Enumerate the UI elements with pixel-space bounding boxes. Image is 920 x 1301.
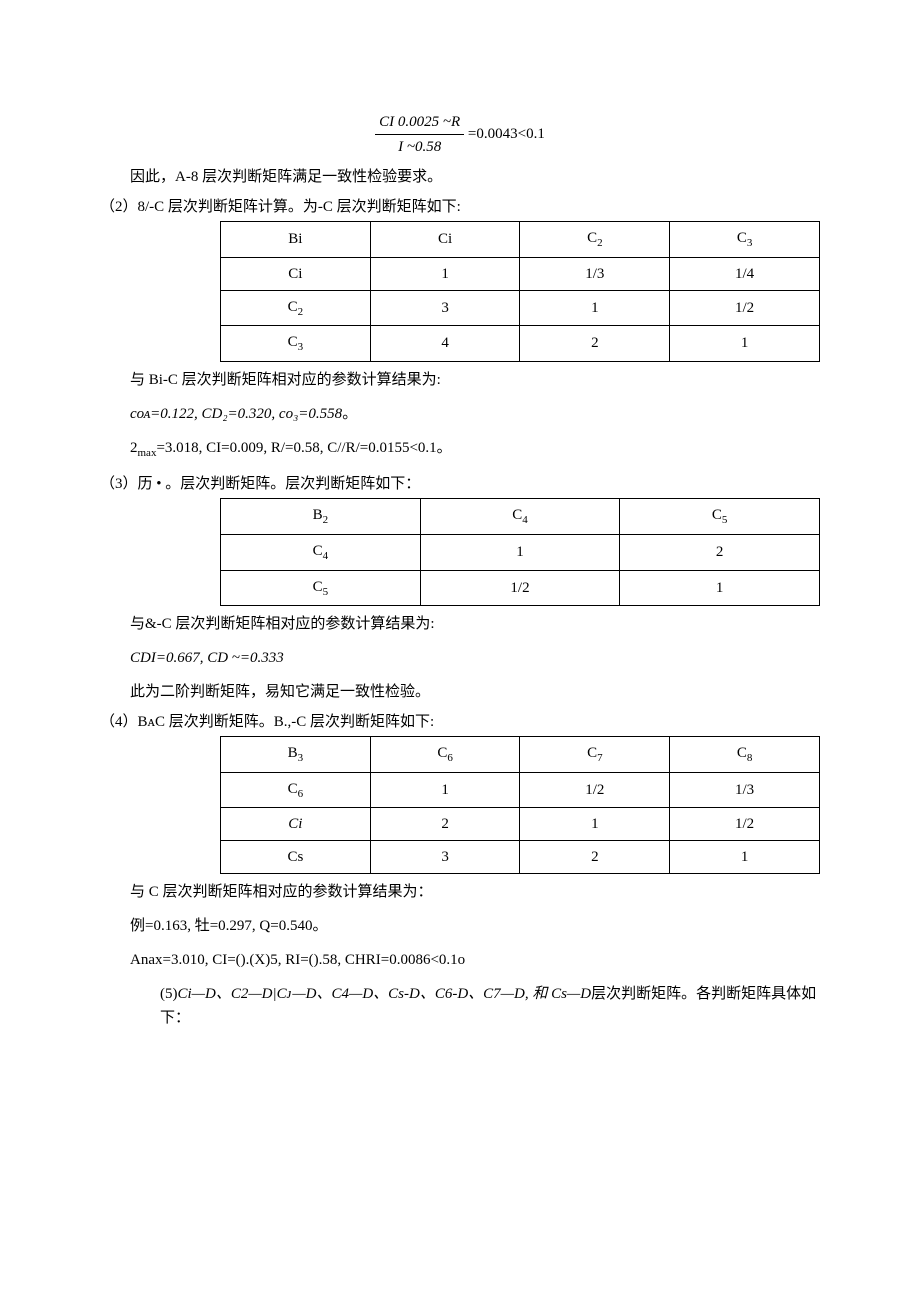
cell: 4: [370, 326, 520, 362]
cell: 3: [370, 290, 520, 326]
table-row: Cs 3 2 1: [221, 841, 820, 874]
section-4-title: （4）BᴀC 层次判断矩阵。B.,-C 层次判断矩阵如下:: [100, 710, 820, 734]
cell: 1/3: [670, 772, 820, 808]
cell: C7: [520, 737, 670, 773]
para-7: 此为二阶判断矩阵，易知它满足一致性检验。: [100, 680, 820, 704]
page-content: CI 0.0025 ~R I ~0.58 =0.0043<0.1 因此，A-8 …: [0, 0, 920, 1236]
cell: 1: [620, 570, 820, 606]
fraction: CI 0.0025 ~R I ~0.58: [375, 110, 464, 159]
table-row: C4 1 2: [221, 534, 820, 570]
section-2-title: （2）8/-C 层次判断矩阵计算。为-C 层次判断矩阵如下:: [100, 195, 820, 219]
section-3-title: （3）历 • 。层次判断矩阵。层次判断矩阵如下：: [100, 472, 820, 496]
cell: C5: [221, 570, 421, 606]
cell: 1/4: [670, 257, 820, 290]
fraction-denominator: I ~0.58: [375, 135, 464, 159]
cell: 2: [520, 841, 670, 874]
top-formula: CI 0.0025 ~R I ~0.58 =0.0043<0.1: [100, 110, 820, 159]
calc-line-2: 2max=3.018, CI=0.009, R/=0.58, C//R/=0.0…: [130, 436, 820, 463]
calc-line-5: Anax=3.010, CI=().(X)5, RI=().58, CHRI=0…: [130, 948, 820, 972]
cell: B3: [221, 737, 371, 773]
table-2: B2 C4 C5 C4 1 2 C5 1/2 1: [220, 498, 820, 606]
cell: 1: [370, 257, 520, 290]
calc-line-4: 例=0.163, 牡=0.297, Q=0.540。: [130, 914, 820, 938]
table-row: C2 3 1 1/2: [221, 290, 820, 326]
cell: C3: [221, 326, 371, 362]
cell: C6: [221, 772, 371, 808]
para-2: 与 Bi-C 层次判断矩阵相对应的参数计算结果为:: [100, 368, 820, 392]
fraction-numerator: CI 0.0025 ~R: [375, 110, 464, 135]
cell: 1: [370, 772, 520, 808]
section-5-title: (5)Ci—D、C2—D|Cᴊ—D、C4—D、Cs-D、C6-D、C7—D, 和…: [100, 982, 820, 1030]
table-row: B2 C4 C5: [221, 499, 820, 535]
cell: 1: [670, 326, 820, 362]
cell: C4: [221, 534, 421, 570]
cell: C4: [420, 499, 620, 535]
table-row: C5 1/2 1: [221, 570, 820, 606]
cell: Ci: [221, 808, 371, 841]
table-row: C6 1 1/2 1/3: [221, 772, 820, 808]
cell: 1/2: [420, 570, 620, 606]
cell: Ci: [370, 222, 520, 258]
cell: C6: [370, 737, 520, 773]
cell: C8: [670, 737, 820, 773]
cell: 2: [370, 808, 520, 841]
cell: 1/2: [670, 808, 820, 841]
cell: C3: [670, 222, 820, 258]
table-3: B3 C6 C7 C8 C6 1 1/2 1/3 Ci 2 1 1/2 Cs 3…: [220, 736, 820, 874]
cell: C2: [221, 290, 371, 326]
table-row: Bi Ci C2 C3: [221, 222, 820, 258]
cell: C2: [520, 222, 670, 258]
table-row: Ci 2 1 1/2: [221, 808, 820, 841]
formula-rhs: =0.0043<0.1: [468, 126, 545, 142]
calc-line-3: CDI=0.667, CD ~=0.333: [130, 646, 820, 670]
table-row: Ci 1 1/3 1/4: [221, 257, 820, 290]
cell: Cs: [221, 841, 371, 874]
cell: 2: [620, 534, 820, 570]
cell: B2: [221, 499, 421, 535]
para-8: 与 C 层次判断矩阵相对应的参数计算结果为：: [100, 880, 820, 904]
table-row: B3 C6 C7 C8: [221, 737, 820, 773]
calc-line-1: coᴀ=0.122, CD₂=0.320, co₃=0.558。: [130, 402, 820, 426]
cell: Bi: [221, 222, 371, 258]
cell: 1: [420, 534, 620, 570]
cell: C5: [620, 499, 820, 535]
cell: 1/3: [520, 257, 670, 290]
cell: 1: [670, 841, 820, 874]
para-1: 因此，A-8 层次判断矩阵满足一致性检验要求。: [100, 165, 820, 189]
table-row: C3 4 2 1: [221, 326, 820, 362]
table-1: Bi Ci C2 C3 Ci 1 1/3 1/4 C2 3 1 1/2 C3 4…: [220, 221, 820, 362]
cell: 1/2: [670, 290, 820, 326]
cell: Ci: [221, 257, 371, 290]
cell: 1: [520, 290, 670, 326]
cell: 3: [370, 841, 520, 874]
para-5: 与&-C 层次判断矩阵相对应的参数计算结果为:: [100, 612, 820, 636]
cell: 2: [520, 326, 670, 362]
cell: 1: [520, 808, 670, 841]
cell: 1/2: [520, 772, 670, 808]
